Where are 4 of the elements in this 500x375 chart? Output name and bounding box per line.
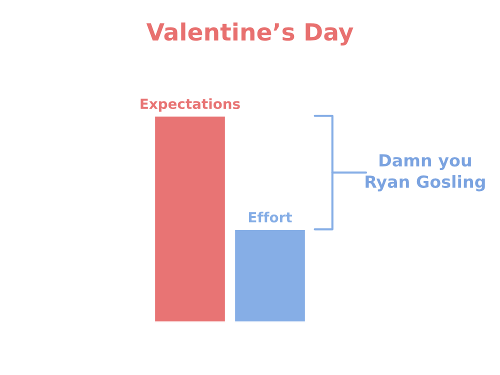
x-tick-label: Expectations [140, 98, 240, 112]
text: Damn you Ryan Gosling [366, 154, 485, 192]
chart-title: Valentine’s Day [146, 22, 354, 46]
x-tick-label: Effort [248, 212, 292, 222]
